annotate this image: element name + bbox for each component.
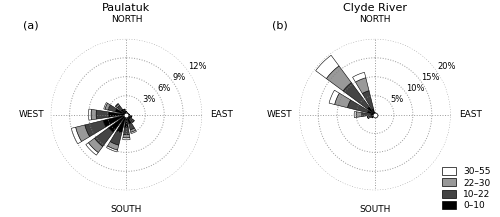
Bar: [126, 113, 127, 115]
Bar: [368, 111, 375, 115]
Bar: [110, 131, 122, 145]
Bar: [354, 112, 356, 118]
Bar: [362, 113, 371, 117]
Bar: [76, 125, 90, 141]
Bar: [348, 100, 368, 113]
Bar: [372, 115, 374, 117]
Bar: [370, 115, 374, 118]
Bar: [130, 118, 133, 121]
Bar: [91, 109, 96, 120]
Bar: [115, 104, 118, 107]
Bar: [124, 127, 130, 135]
Bar: [124, 109, 125, 110]
Bar: [368, 116, 370, 118]
Bar: [118, 105, 122, 111]
Bar: [356, 78, 369, 94]
Bar: [116, 109, 126, 115]
Bar: [126, 114, 128, 115]
Bar: [88, 138, 102, 153]
Bar: [128, 114, 130, 115]
Bar: [85, 120, 106, 137]
Bar: [356, 112, 362, 117]
Bar: [105, 103, 110, 110]
Bar: [125, 112, 126, 115]
Title: Paulatuk: Paulatuk: [102, 3, 150, 13]
Bar: [130, 116, 132, 118]
Bar: [108, 105, 116, 112]
Bar: [86, 143, 98, 155]
Bar: [126, 115, 130, 116]
Bar: [126, 113, 128, 115]
Bar: [94, 128, 113, 146]
Bar: [372, 109, 375, 115]
Bar: [108, 142, 119, 150]
Bar: [131, 130, 136, 133]
Bar: [72, 127, 82, 144]
Bar: [334, 93, 350, 108]
Bar: [316, 55, 339, 79]
Bar: [371, 114, 375, 115]
Bar: [362, 91, 374, 110]
Bar: [329, 90, 340, 105]
Bar: [374, 116, 376, 117]
Bar: [128, 123, 134, 130]
Bar: [352, 72, 366, 82]
Bar: [129, 115, 132, 117]
Bar: [126, 111, 127, 113]
Text: (a): (a): [24, 21, 39, 31]
Text: (b): (b): [272, 21, 288, 31]
Bar: [126, 115, 132, 124]
Bar: [126, 115, 130, 119]
Bar: [130, 128, 136, 132]
Bar: [374, 115, 375, 116]
Legend: 30–55, 22–30, 10–22, 0–10: 30–55, 22–30, 10–22, 0–10: [442, 167, 490, 210]
Title: Clyde River: Clyde River: [343, 3, 407, 13]
Bar: [124, 115, 128, 127]
Bar: [106, 146, 118, 152]
Bar: [368, 107, 375, 115]
Bar: [132, 120, 134, 122]
Bar: [132, 120, 134, 123]
Bar: [108, 115, 126, 132]
Bar: [124, 110, 126, 112]
Bar: [326, 66, 351, 91]
Bar: [108, 112, 126, 117]
Bar: [116, 115, 126, 133]
Bar: [103, 115, 126, 127]
Bar: [88, 109, 92, 120]
Bar: [373, 115, 375, 116]
Bar: [116, 104, 119, 108]
Bar: [123, 135, 130, 138]
Bar: [96, 110, 109, 119]
Bar: [126, 114, 128, 115]
Bar: [104, 103, 108, 109]
Bar: [343, 83, 369, 109]
Bar: [372, 117, 373, 118]
Bar: [374, 115, 375, 116]
Bar: [122, 138, 130, 140]
Bar: [127, 113, 128, 114]
Bar: [122, 110, 126, 115]
